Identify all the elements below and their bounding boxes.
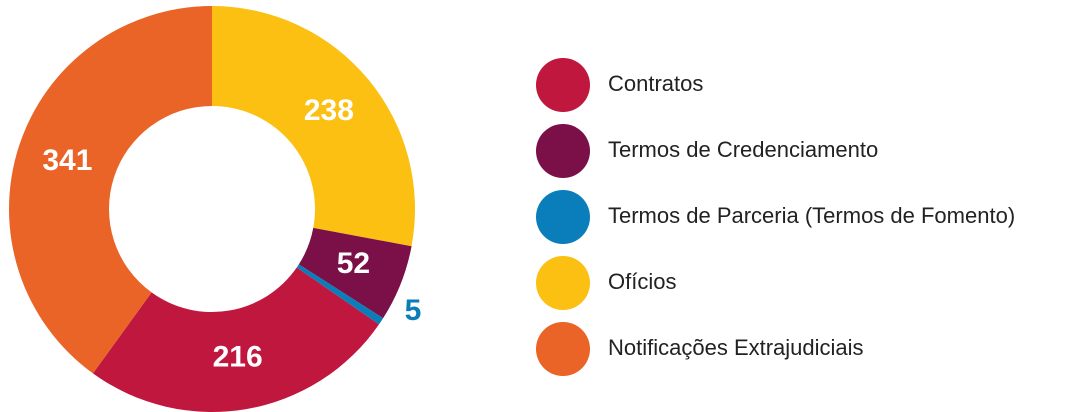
legend-label: Contratos bbox=[608, 71, 703, 96]
slice-label: 5 bbox=[405, 294, 422, 327]
slice-label: 216 bbox=[213, 341, 263, 374]
slice-label: 238 bbox=[304, 94, 354, 127]
donut-slice bbox=[296, 264, 384, 325]
donut-slice bbox=[8, 6, 212, 374]
legend-swatch bbox=[536, 58, 590, 112]
donut-slice bbox=[298, 227, 412, 319]
legend-swatch bbox=[536, 124, 590, 178]
legend-label: Termos de Parceria (Termos de Fomento) bbox=[608, 203, 1015, 228]
slice-label: 52 bbox=[337, 247, 370, 280]
slice-label: 341 bbox=[42, 144, 92, 177]
donut-slice bbox=[212, 6, 415, 247]
legend-label: Ofícios bbox=[608, 269, 676, 294]
legend-swatch bbox=[536, 256, 590, 310]
legend-swatch bbox=[536, 190, 590, 244]
donut-slice bbox=[92, 267, 380, 412]
legend-swatch bbox=[536, 322, 590, 376]
legend-label: Termos de Credenciamento bbox=[608, 137, 878, 162]
legend-label: Notificações Extrajudiciais bbox=[608, 335, 864, 360]
